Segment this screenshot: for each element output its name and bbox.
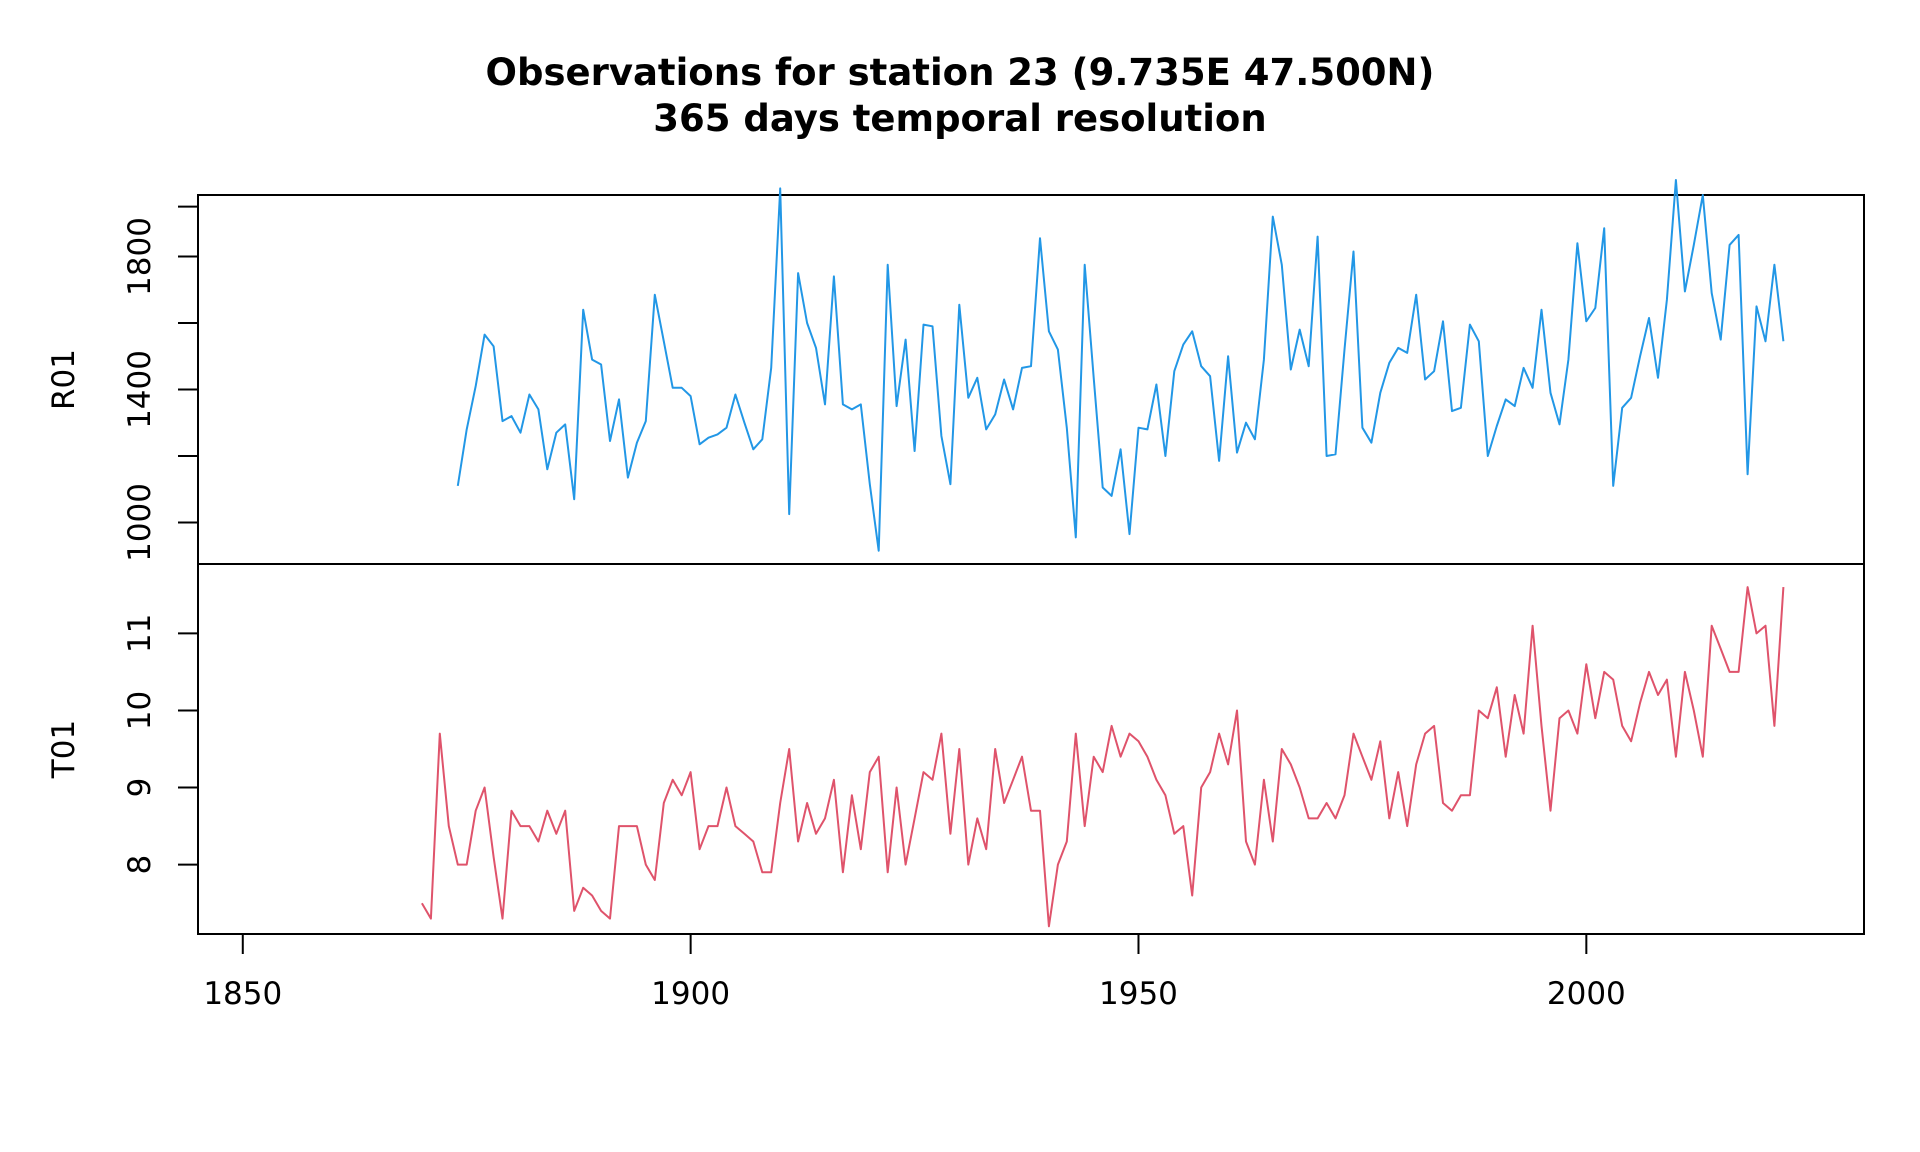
x-tick-label: 1900: [651, 976, 730, 1012]
series-line-r01: [456, 179, 1785, 552]
panel-label-r01: R01: [46, 349, 82, 410]
y-tick-label-t01: 11: [122, 614, 158, 653]
title-block: Observations for station 23 (9.735E 47.5…: [0, 50, 1920, 142]
chart-subtitle: 365 days temporal resolution: [653, 97, 1267, 140]
x-tick-label: 2000: [1547, 976, 1626, 1012]
y-tick-label-t01: 10: [122, 691, 158, 730]
panel-label-t01: T01: [46, 720, 82, 779]
panel-frame-t01: [197, 563, 1865, 935]
y-tick-label-t01: 9: [122, 778, 158, 798]
x-tick-label: 1950: [1099, 976, 1178, 1012]
y-tick-label-r01: 1800: [122, 217, 158, 296]
y-tick-label-r01: 1000: [122, 483, 158, 562]
series-line-t01: [421, 586, 1785, 928]
chart-title: Observations for station 23 (9.735E 47.5…: [485, 51, 1435, 94]
y-tick-label-t01: 8: [122, 855, 158, 875]
panel-frame-r01: [197, 194, 1865, 565]
y-tick-label-r01: 1400: [122, 350, 158, 429]
x-tick-label: 1850: [203, 976, 282, 1012]
